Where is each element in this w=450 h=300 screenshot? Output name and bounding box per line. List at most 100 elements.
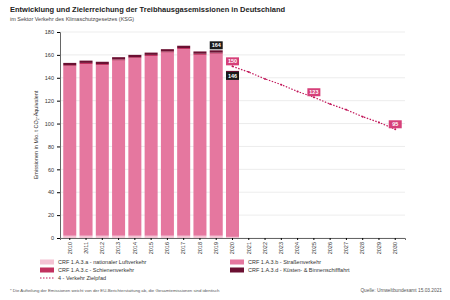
y-tick: 40 (48, 189, 60, 195)
y-tick-label: 40 (48, 189, 54, 195)
bar (63, 236, 76, 238)
x-tick-mark (134, 238, 135, 240)
y-tick-mark (57, 78, 60, 79)
grid-line (60, 32, 405, 33)
legend-item: CRF 1.A.3.c - Schienenverkehr (40, 267, 134, 273)
x-tick-label: 2021 (246, 242, 252, 254)
x-tick: 2019 (213, 238, 219, 254)
x-axis: 2010201120122013201420152016201720182019… (61, 238, 406, 254)
y-axis-line (57, 33, 61, 239)
x-tick: 2012 (99, 238, 105, 254)
bar (193, 55, 206, 236)
annotation: 146 (228, 73, 237, 79)
bar-series (63, 49, 239, 237)
x-tick-mark (102, 238, 103, 240)
x-tick-label: 2023 (278, 242, 284, 254)
bar (226, 74, 239, 237)
x-tick-label: 2030 (392, 242, 398, 254)
y-tick-mark (57, 101, 60, 102)
x-tick-mark (232, 238, 233, 240)
x-tick: 2030 (392, 238, 398, 254)
bar (80, 236, 93, 238)
x-tick-label: 2024 (294, 242, 300, 254)
y-tick-mark (57, 238, 60, 239)
x-tick: 2010 (67, 238, 73, 254)
bar (96, 65, 109, 236)
target-point (378, 121, 380, 123)
source: Quelle: Umweltbundesamt 15.03.2021 (360, 288, 442, 293)
chart: Entwicklung und Zielerreichung der Treib… (0, 0, 450, 300)
legend-swatch (40, 277, 54, 278)
bar (161, 49, 174, 51)
y-tick-label: 0 (51, 235, 54, 241)
bar (63, 66, 76, 235)
x-tick-mark (281, 238, 282, 240)
target-point (280, 84, 282, 86)
bar (145, 236, 158, 238)
legend-item: CRF 1.A.3.a - nationaler Luftverkehr (40, 259, 147, 265)
bar (128, 55, 141, 57)
legend-label: 4 - Verkehr Zielpfad (58, 275, 106, 281)
x-tick-label: 2017 (180, 242, 186, 254)
bar (161, 51, 174, 52)
annotation-box (226, 72, 239, 80)
bar (226, 237, 239, 238)
x-tick-mark (199, 238, 200, 240)
target-point (264, 78, 266, 80)
annotation: 123 (309, 89, 318, 95)
y-tick: 80 (48, 144, 60, 150)
bar (63, 63, 76, 65)
x-axis-line (61, 239, 406, 241)
bar (193, 51, 206, 53)
legend-label: CRF 1.A.3.a - nationaler Luftverkehr (58, 259, 147, 265)
bar (210, 50, 223, 52)
x-tick-mark (183, 238, 184, 240)
bar (177, 48, 190, 49)
grid (60, 32, 405, 238)
x-tick: 2015 (148, 238, 154, 254)
y-tick-mark (57, 215, 60, 216)
x-tick-mark (313, 238, 314, 240)
x-tick-label: 2011 (83, 242, 89, 254)
marks (63, 46, 396, 238)
y-tick-label: 140 (45, 75, 54, 81)
bar (177, 49, 190, 236)
x-tick-label: 2022 (262, 242, 268, 254)
annotations: 16415014612395 (210, 41, 402, 128)
y-tick-mark (57, 55, 60, 56)
y-tick: 100 (45, 121, 60, 127)
x-tick: 2020 (229, 238, 235, 254)
footnote: * Die Aufteilung der Emissionen weicht v… (10, 288, 220, 293)
y-tick-label: 180 (45, 29, 54, 35)
y-tick-label: 60 (48, 167, 54, 173)
x-tick-mark (118, 238, 119, 240)
x-tick-mark (395, 238, 396, 240)
x-tick-label: 2020 (229, 242, 235, 254)
legend-label: CRF 1.A.3.b - Straßenverkehr (248, 259, 321, 265)
y-tick-label: 80 (48, 144, 54, 150)
bar-series (63, 48, 239, 74)
x-tick: 2023 (278, 238, 284, 254)
x-tick: 2022 (262, 238, 268, 254)
annotation: 95 (392, 121, 398, 127)
y-tick: 20 (48, 212, 60, 218)
title: Entwicklung und Zielerreichung der Treib… (10, 5, 285, 14)
bar (112, 61, 125, 236)
x-tick-mark (297, 238, 298, 240)
x-tick-mark (248, 238, 249, 240)
x-tick-label: 2013 (115, 242, 121, 254)
y-tick-mark (57, 32, 60, 33)
x-tick-mark (265, 238, 266, 240)
x-tick-label: 2027 (343, 242, 349, 254)
x-tick-mark (69, 238, 70, 240)
x-tick: 2013 (115, 238, 121, 254)
bar (112, 57, 125, 59)
x-tick-mark (167, 238, 168, 240)
plot: 0204060801001201401601802010201120122013… (45, 29, 406, 254)
x-tick-mark (346, 238, 347, 240)
legend-item: 4 - Verkehr Zielpfad (40, 275, 106, 281)
bar (210, 236, 223, 238)
x-tick-label: 2028 (359, 242, 365, 254)
target-point (248, 71, 250, 73)
bar (96, 236, 109, 238)
